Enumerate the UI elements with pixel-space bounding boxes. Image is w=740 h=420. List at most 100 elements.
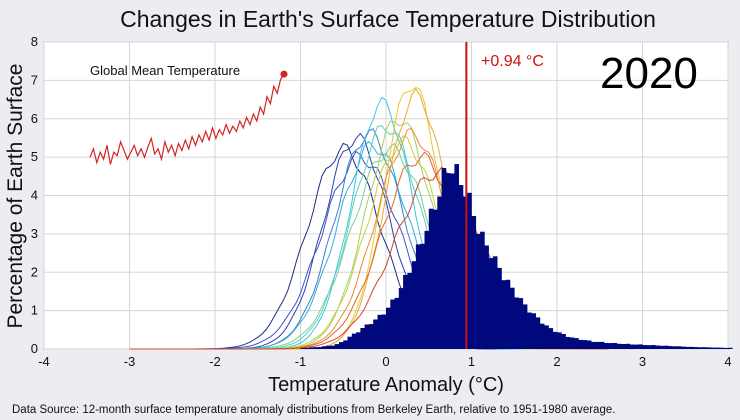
- current-distribution-bar: [663, 345, 669, 349]
- current-distribution-bar: [300, 348, 306, 349]
- current-distribution-bar: [565, 337, 571, 349]
- current-distribution-bar: [445, 173, 451, 349]
- x-tick-label: -1: [295, 354, 307, 369]
- current-distribution-bar: [321, 346, 327, 349]
- y-tick-label: 6: [31, 111, 38, 126]
- current-distribution-bar: [604, 343, 609, 349]
- current-distribution-bar: [689, 346, 695, 349]
- current-distribution-bar: [514, 297, 519, 349]
- current-distribution-bar: [719, 347, 724, 349]
- current-distribution-bar: [317, 347, 323, 349]
- x-tick-label: -2: [209, 354, 221, 369]
- current-distribution-bar: [420, 243, 425, 349]
- current-distribution-bar: [681, 346, 686, 349]
- inset-current-point: [280, 70, 288, 78]
- current-distribution-bar: [548, 328, 554, 349]
- x-tick-labels: -4 -3 -2 -1 0 1 2 3 4: [38, 354, 731, 369]
- current-distribution-bar: [638, 344, 643, 349]
- current-distribution-bar: [510, 287, 515, 349]
- current-distribution-bar: [527, 312, 532, 349]
- current-distribution-bar: [471, 216, 477, 349]
- current-distribution-bar: [535, 317, 541, 349]
- current-distribution-bar: [454, 164, 459, 349]
- current-distribution-bar: [531, 313, 536, 349]
- year-label: 2020: [600, 49, 698, 98]
- current-distribution-bar: [706, 347, 712, 349]
- current-distribution-bar: [621, 344, 626, 349]
- current-distribution-bar: [424, 230, 430, 349]
- y-tick-label: 0: [31, 341, 38, 356]
- current-distribution-bar: [578, 339, 583, 349]
- data-source-note: Data Source: 12-month surface temperatur…: [12, 404, 615, 416]
- current-distribution: [300, 164, 733, 349]
- x-axis-label: Temperature Anomaly (°C): [268, 374, 504, 396]
- current-distribution-bar: [347, 336, 353, 349]
- current-distribution-bar: [488, 258, 494, 349]
- current-distribution-bar: [480, 231, 485, 349]
- current-distribution-bar: [501, 280, 506, 349]
- current-distribution-bar: [633, 344, 639, 349]
- x-tick-label: 2: [553, 354, 560, 369]
- current-distribution-bar: [407, 272, 412, 349]
- x-tick-label: -3: [124, 354, 136, 369]
- current-distribution-bar: [360, 328, 365, 349]
- current-distribution-bar: [672, 346, 677, 349]
- inset-temperature-line: [89, 73, 285, 165]
- current-distribution-bar: [356, 332, 361, 349]
- y-tick-label: 8: [31, 34, 38, 49]
- current-distribution-bar: [505, 279, 511, 349]
- y-tick-label: 5: [31, 149, 38, 164]
- current-distribution-bar: [411, 261, 417, 349]
- current-distribution-bar: [343, 340, 348, 349]
- current-distribution-bar: [450, 173, 455, 349]
- current-distribution-bar: [582, 340, 588, 349]
- global-mean-inset: Global Mean Temperature: [89, 63, 288, 165]
- y-tick-label: 7: [31, 72, 38, 87]
- x-tick-label: 3: [639, 354, 646, 369]
- current-distribution-bar: [428, 208, 434, 349]
- current-distribution-bar: [625, 343, 630, 349]
- current-distribution-bar: [458, 185, 464, 349]
- current-distribution-bar: [557, 332, 562, 349]
- current-distribution-bar: [668, 346, 673, 349]
- current-distribution-bar: [676, 346, 682, 349]
- current-distribution-bar: [685, 346, 690, 349]
- current-distribution-bar: [441, 168, 447, 349]
- current-distribution-bar: [655, 345, 660, 349]
- current-distribution-bar: [642, 345, 648, 349]
- current-distribution-bar: [497, 267, 502, 349]
- current-distribution-bar: [574, 338, 579, 349]
- current-distribution-bar: [612, 343, 618, 349]
- current-distribution-bar: [394, 297, 400, 349]
- y-tick-label: 3: [31, 226, 38, 241]
- current-distribution-bar: [330, 345, 335, 349]
- mean-anomaly-label: +0.94 °C: [481, 53, 544, 70]
- current-distribution-bar: [659, 345, 665, 349]
- current-distribution-bar: [386, 307, 391, 349]
- x-tick-label: 4: [724, 354, 731, 369]
- current-distribution-bar: [616, 343, 622, 349]
- current-distribution-bar: [304, 347, 310, 349]
- x-tick-label: 0: [382, 354, 389, 369]
- current-distribution-bar: [467, 192, 472, 349]
- x-tick-label: 1: [468, 354, 475, 369]
- current-distribution-bar: [381, 314, 387, 349]
- current-distribution-bar: [326, 345, 331, 349]
- current-distribution-bar: [368, 324, 374, 349]
- current-distribution-bar: [339, 342, 344, 349]
- current-distribution-bar: [313, 347, 318, 349]
- current-distribution-bar: [608, 343, 613, 349]
- chart-title: Changes in Earth's Surface Temperature D…: [120, 6, 656, 32]
- current-distribution-bar: [492, 256, 498, 349]
- current-distribution-bar: [390, 299, 395, 349]
- current-distribution-bar: [715, 347, 720, 349]
- current-distribution-bar: [599, 341, 605, 349]
- current-distribution-bar: [377, 314, 383, 349]
- current-distribution-bar: [710, 347, 716, 349]
- current-distribution-bar: [364, 324, 370, 349]
- current-distribution-bar: [415, 244, 421, 349]
- current-distribution-bar: [403, 275, 408, 349]
- y-axis-label: Percentage of Earth Surface: [4, 64, 27, 329]
